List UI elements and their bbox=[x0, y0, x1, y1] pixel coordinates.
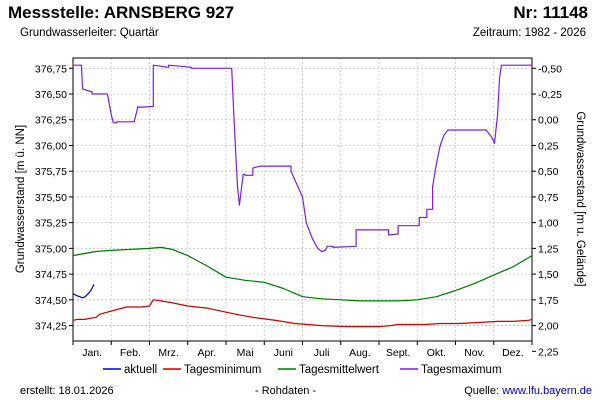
station-number: Nr: 11148 bbox=[513, 3, 588, 22]
y-tick-label: 374,75 bbox=[35, 269, 67, 281]
x-tick-label: Feb. bbox=[120, 347, 141, 359]
y2-tick-label: 1,75 bbox=[538, 295, 559, 307]
y2-tick-label: 0,00 bbox=[538, 115, 559, 127]
x-tick-label: Mai bbox=[237, 347, 254, 359]
y2-tick-label: 0,75 bbox=[538, 192, 559, 204]
x-tick-label: Dez. bbox=[502, 347, 524, 359]
legend-label-aktuell: aktuell bbox=[124, 364, 157, 376]
y2-tick-label: 0,50 bbox=[538, 166, 559, 178]
y2-tick-label: 1,50 bbox=[538, 269, 559, 281]
y2-tick-label: -0,50 bbox=[538, 63, 562, 75]
raw-data-note: - Rohdaten - bbox=[255, 385, 317, 397]
aquifer-label: Grundwasserleiter: Quartär bbox=[20, 27, 159, 39]
y-axis-label: Grundwasserstand [m ü. NN] bbox=[15, 125, 27, 273]
y-tick-label: 375,00 bbox=[35, 243, 67, 255]
x-tick-label: Sept. bbox=[386, 347, 411, 359]
x-tick-label: Okt. bbox=[427, 347, 446, 359]
legend-label-tagesmaximum: Tagesmaximum bbox=[421, 364, 502, 376]
axis-ticks: 374,25 374,50 374,75 375,00 375,25 375,50 375,… bbox=[35, 63, 562, 359]
x-tick-label: Apr. bbox=[198, 347, 217, 359]
y2-axis-label: Grundwasserstand [m u. Gelände] bbox=[574, 111, 586, 286]
series-line-aktuell bbox=[72, 284, 95, 299]
x-tick-label: Juni bbox=[274, 347, 293, 359]
series-line-tagesminimum bbox=[72, 299, 533, 328]
legend-label-tagesmittelwert: Tagesmittelwert bbox=[299, 364, 380, 376]
source-label: Quelle: bbox=[464, 385, 503, 397]
y2-tick-label: 2,00 bbox=[538, 321, 559, 333]
x-tick-label: Mrz. bbox=[158, 347, 178, 359]
y-tick-label: 375,50 bbox=[35, 192, 67, 204]
series-lines bbox=[72, 64, 533, 328]
y-tick-label: 374,25 bbox=[35, 321, 67, 333]
chart-title: Messstelle: ARNSBERG 927 bbox=[8, 3, 235, 22]
x-tick-label: Aug. bbox=[349, 347, 371, 359]
y-tick-label: 375,75 bbox=[35, 166, 67, 178]
y2-tick-label: 0,25 bbox=[538, 140, 559, 152]
source-link[interactable]: www.lfu.bayern.de bbox=[502, 385, 592, 397]
y-tick-label: 376,75 bbox=[35, 63, 67, 75]
source-note: Quelle: www.lfu.bayern.de bbox=[464, 385, 592, 397]
legend: aktuell Tagesminimum Tagesmittelwert Tagesm… bbox=[103, 364, 502, 376]
y2-tick-label: -0,25 bbox=[538, 89, 562, 101]
x-tick-label: Juli bbox=[314, 347, 330, 359]
y2-tick-label: 1,00 bbox=[538, 218, 559, 230]
grid-lines bbox=[73, 58, 532, 341]
series-line-tagesmittelwert bbox=[72, 246, 533, 302]
series-line-tagesmaximum bbox=[73, 64, 532, 253]
y-tick-label: 376,50 bbox=[35, 89, 67, 101]
y2-tick-label: 2,25 bbox=[538, 346, 559, 358]
x-tick-label: Nov. bbox=[464, 347, 485, 359]
y-tick-label: 374,50 bbox=[35, 295, 67, 307]
period-label: Zeitraum: 1982 - 2026 bbox=[472, 27, 586, 39]
y-tick-label: 376,00 bbox=[35, 140, 67, 152]
y-tick-label: 376,25 bbox=[35, 115, 67, 127]
x-tick-label: Jan. bbox=[82, 347, 102, 359]
y2-tick-label: 1,25 bbox=[538, 243, 559, 255]
created-date: erstellt: 18.01.2026 bbox=[20, 385, 114, 397]
y-tick-label: 375,25 bbox=[35, 218, 67, 230]
legend-label-tagesminimum: Tagesminimum bbox=[184, 364, 261, 376]
